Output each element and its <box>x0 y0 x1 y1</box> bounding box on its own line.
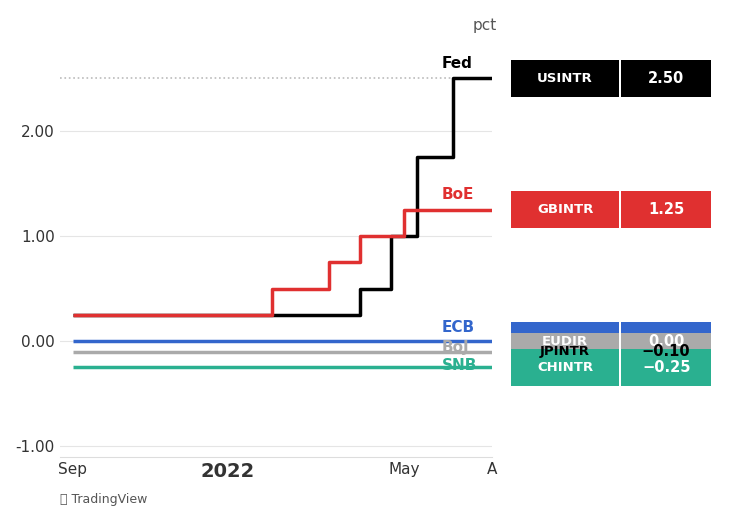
Text: pct: pct <box>472 18 497 33</box>
Text: 1.25: 1.25 <box>648 202 684 217</box>
Text: USINTR: USINTR <box>537 72 593 85</box>
Text: JPINTR: JPINTR <box>540 345 590 358</box>
Text: ⧗ TradingView: ⧗ TradingView <box>60 493 147 506</box>
Text: 0.00: 0.00 <box>648 334 684 349</box>
Text: −0.10: −0.10 <box>642 344 691 359</box>
Text: Fed: Fed <box>442 56 473 71</box>
Text: 2.50: 2.50 <box>648 71 684 86</box>
Text: SNB: SNB <box>442 358 477 373</box>
Text: BoJ: BoJ <box>442 340 470 355</box>
Text: GBINTR: GBINTR <box>537 203 593 216</box>
Text: BoE: BoE <box>442 187 474 202</box>
Text: ECB: ECB <box>442 320 475 335</box>
Text: EUDIR: EUDIR <box>542 335 588 348</box>
Text: −0.25: −0.25 <box>642 360 691 375</box>
Text: CHINTR: CHINTR <box>537 361 593 374</box>
